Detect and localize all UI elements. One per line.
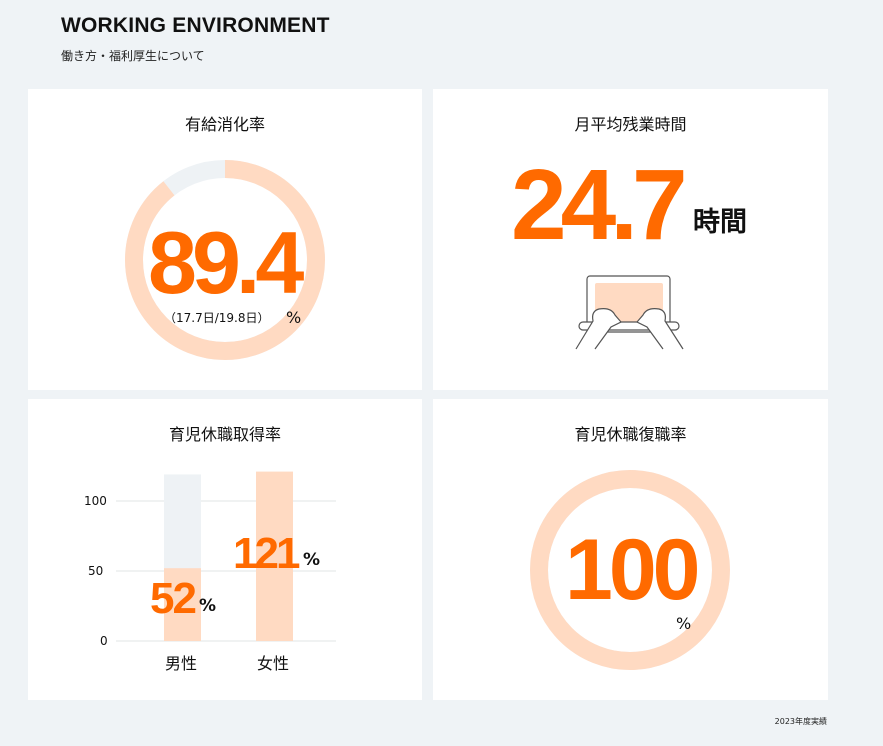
- childcare-bar-chart: [116, 471, 336, 642]
- bar-value-female: 121: [233, 529, 300, 578]
- category-label-male: 男性: [165, 654, 198, 673]
- card-title: 育児休職復職率: [574, 425, 687, 444]
- paid-leave-detail: （17.7日/19.8日）: [164, 311, 270, 325]
- bar-unit-female: %: [303, 550, 321, 570]
- bar-男性: [164, 568, 201, 641]
- paid-leave-card: 有給消化率 89.4 % （17.7日/19.8日）: [28, 89, 422, 390]
- return-rate-card: 育児休職復職率 100 %: [433, 399, 828, 700]
- footer-note: 2023年度実績: [774, 717, 827, 726]
- card-title: 有給消化率: [184, 115, 265, 134]
- paid-leave-value: 89.4: [148, 213, 304, 312]
- donut-arc: [530, 470, 730, 670]
- overtime-value: 24.7: [511, 149, 688, 261]
- bar-女性: [256, 471, 293, 641]
- category-label-female: 女性: [257, 654, 290, 673]
- childcare-leave-card: 育児休職取得率 0 50 100 男性 女性 52 % 121 %: [28, 399, 422, 700]
- return-rate-unit: %: [676, 614, 692, 633]
- paid-leave-donut: [125, 160, 325, 360]
- tick-label-100: 100: [84, 494, 107, 508]
- page-title: WORKING ENVIRONMENT: [61, 14, 330, 37]
- page-subtitle: 働き方・福利厚生について: [61, 49, 205, 63]
- bar-value-male: 52: [150, 574, 197, 623]
- bar-unit-male: %: [199, 596, 217, 616]
- card-title: 月平均残業時間: [574, 115, 687, 134]
- donut-arc: [125, 160, 325, 360]
- return-rate-donut: [530, 470, 730, 670]
- paid-leave-unit: %: [286, 308, 302, 327]
- return-rate-value: 100: [565, 522, 700, 618]
- overtime-card: 月平均残業時間 24.7 時間: [433, 89, 828, 390]
- card-title: 育児休職取得率: [168, 425, 281, 444]
- overtime-unit: 時間: [693, 207, 747, 238]
- tick-label-50: 50: [88, 564, 104, 578]
- tick-label-0: 0: [100, 634, 108, 648]
- laptop-typing-icon: [575, 275, 684, 350]
